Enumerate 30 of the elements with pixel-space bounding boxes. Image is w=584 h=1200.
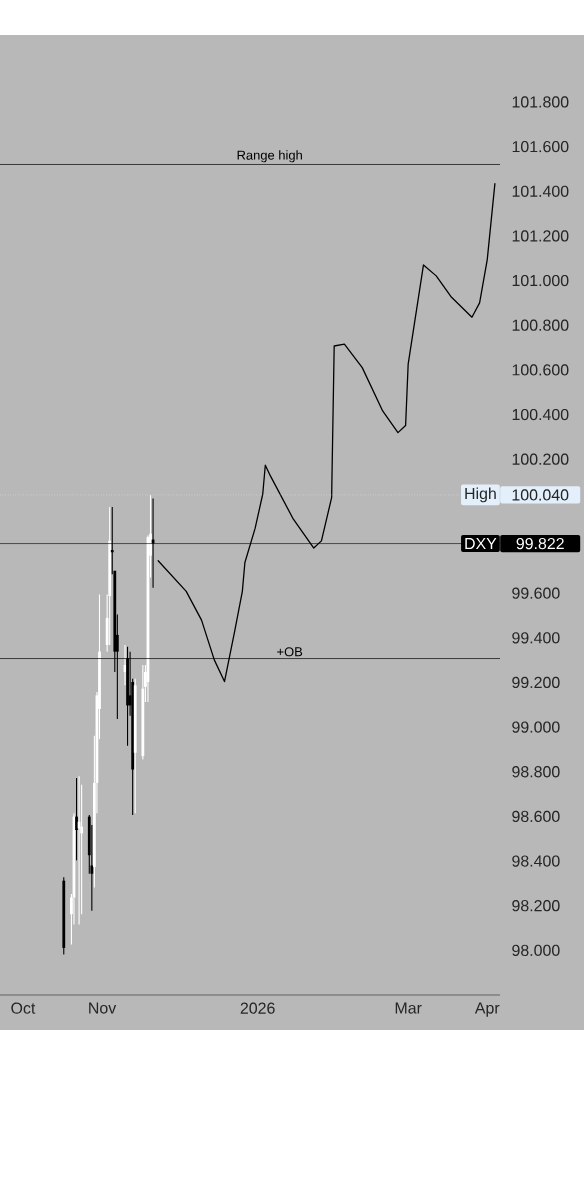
y-tick-label: 100.200 [512, 453, 569, 465]
y-tick-label: 98.600 [512, 810, 560, 823]
y-tick-label: 99.000 [512, 721, 560, 733]
y-tick-label: 101.000 [512, 274, 569, 287]
ref-line-label: High [465, 487, 496, 503]
y-tick-label: 98.200 [512, 900, 560, 912]
ref-line-label: DXY [465, 538, 497, 550]
y-tick-label: 99.400 [512, 632, 560, 644]
x-tick-label: Mar [395, 1002, 422, 1014]
y-tick-label: 98.400 [512, 855, 560, 867]
text: 100.040 [512, 489, 569, 501]
y-tick-label: 101.600 [512, 140, 569, 153]
candlestick [75, 777, 78, 861]
ref-line-label: +OB [277, 647, 303, 657]
text: 99.822 [516, 537, 564, 550]
x-tick-label: Apr [474, 1002, 500, 1017]
y-tick-label: 101.200 [512, 230, 569, 242]
x-tick-label: Oct [11, 1002, 36, 1014]
x-tick-label: Nov [89, 1002, 117, 1014]
y-tick-label: 101.400 [512, 185, 569, 197]
y-tick-label: 99.200 [512, 676, 560, 689]
y-tick-label: 98.000 [512, 944, 560, 956]
ref-line-label: Range high [237, 150, 302, 163]
y-tick-label: 101.800 [512, 96, 569, 108]
y-tick-label: 100.600 [512, 364, 569, 376]
x-tick-label: 2026 [240, 1002, 275, 1014]
y-tick-label: 98.800 [512, 766, 560, 778]
y-tick-label: 100.400 [512, 408, 569, 421]
y-tick-label: 100.800 [512, 319, 569, 331]
y-tick-label: 99.600 [512, 587, 560, 599]
